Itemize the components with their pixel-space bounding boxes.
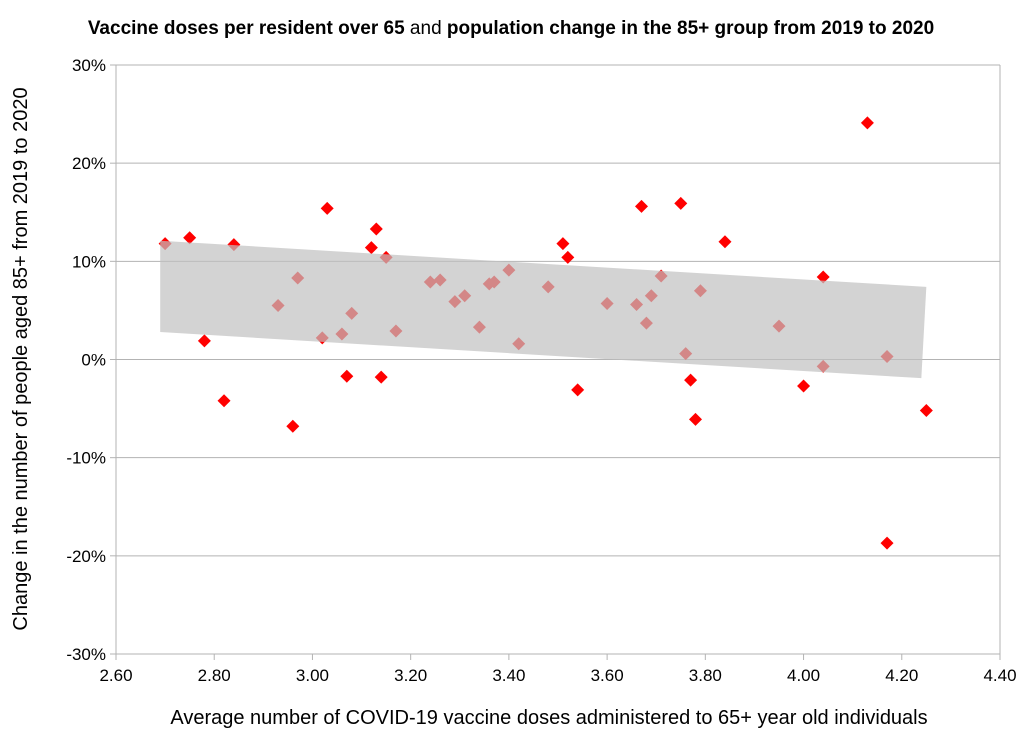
title-part: Vaccine doses per resident over 65 [88, 18, 405, 39]
x-tick-label: 3.20 [394, 666, 427, 685]
data-point [286, 419, 300, 433]
data-point [197, 334, 211, 348]
data-point [860, 116, 874, 130]
y-tick-label: 0% [81, 351, 106, 370]
data-point [674, 196, 688, 210]
x-tick-label: 4.20 [885, 666, 918, 685]
x-tick-label: 2.80 [198, 666, 231, 685]
data-point [880, 536, 894, 550]
trend-band-layer [160, 240, 927, 379]
y-tick-label: 10% [72, 252, 106, 271]
data-point [571, 383, 585, 397]
y-tick-label: -20% [66, 547, 106, 566]
data-point [340, 369, 354, 383]
data-point [369, 222, 383, 236]
y-tick-label: 30% [72, 56, 106, 75]
x-tick-label: 3.00 [296, 666, 329, 685]
data-point [919, 404, 933, 418]
data-point [183, 231, 197, 245]
y-tick-label: 20% [72, 154, 106, 173]
trend-band [160, 240, 927, 379]
data-point [816, 270, 830, 284]
data-point [634, 199, 648, 213]
data-point [718, 235, 732, 249]
x-tick-label: 4.40 [983, 666, 1016, 685]
y-axis-title: Change in the number of people aged 85+ … [10, 87, 32, 630]
data-point [374, 370, 388, 384]
data-point [797, 379, 811, 393]
chart-title: Vaccine doses per resident over 65 and p… [88, 18, 934, 39]
x-tick-label: 4.00 [787, 666, 820, 685]
x-axis-title: Average number of COVID-19 vaccine doses… [170, 707, 927, 729]
data-point [689, 412, 703, 426]
x-tick-label: 3.60 [591, 666, 624, 685]
data-point [364, 241, 378, 255]
data-point [556, 237, 570, 251]
axes: 30% 20% 10% 0% -10% -20% -30% 2.60 2.80 3.00 3.20 3… [66, 56, 1016, 685]
data-point [217, 394, 231, 408]
data-point [320, 201, 334, 215]
data-point [684, 373, 698, 387]
x-tick-label: 3.80 [689, 666, 722, 685]
x-tick-label: 3.40 [492, 666, 525, 685]
y-tick-label: -30% [66, 645, 106, 664]
data-point [561, 250, 575, 264]
x-tick-label: 2.60 [99, 666, 132, 685]
title-part: and [405, 18, 447, 39]
title-part: population change in the 85+ group from … [447, 18, 934, 39]
y-tick-label: -10% [66, 449, 106, 468]
